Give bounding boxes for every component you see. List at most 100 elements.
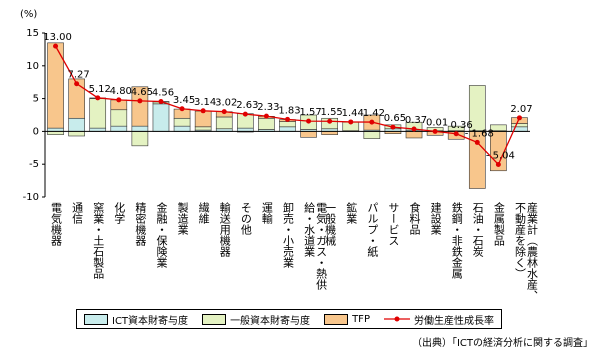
x-tick-label: 卸売・小売業: [281, 202, 295, 268]
legend-swatch: [84, 313, 108, 325]
data-label: 4.56: [152, 87, 174, 98]
legend-swatch: [202, 313, 227, 325]
bar-segment: [215, 116, 233, 130]
line-marker: [116, 97, 122, 103]
legend-swatch: [324, 313, 349, 325]
data-label: 3.45: [173, 95, 195, 106]
legend-item: 労働生産性成長率: [383, 312, 494, 327]
line-marker: [74, 81, 80, 87]
legend-item: ICT資本財寄与度: [84, 312, 188, 327]
x-tick-label: 精密機器: [133, 202, 147, 246]
data-label: 2.33: [257, 102, 279, 113]
x-tick-label: 産業計（農林水産、不動産を除く）: [513, 202, 539, 301]
x-tick-label: 一般機械: [323, 202, 337, 246]
x-tick-label: 繊維: [197, 202, 211, 224]
x-tick-label: 石油・石炭: [471, 202, 485, 257]
data-label: 4.80: [110, 86, 132, 97]
line-marker: [348, 119, 354, 125]
y-tick-label: 5: [33, 94, 39, 105]
legend-label: ICT資本財寄与度: [112, 315, 189, 327]
legend-label: TFP: [352, 313, 370, 325]
line-marker: [306, 118, 312, 124]
data-label: 4.65: [131, 87, 153, 98]
legend-swatch: [383, 316, 410, 322]
x-tick-label: その他: [239, 202, 253, 235]
bar-segment: [468, 85, 486, 132]
x-tick-label: 金融・保険業: [154, 202, 168, 268]
bar-segment: [173, 117, 191, 127]
bar-segment: [68, 78, 85, 119]
line-marker: [516, 115, 522, 121]
x-tick-label: 鉄鋼・非鉄金属: [450, 202, 464, 279]
bar-segment: [511, 123, 528, 128]
x-tick-label: パルプ・紙: [365, 202, 379, 257]
data-label: 13.00: [43, 32, 72, 43]
legend-item: 一般資本財寄与度: [202, 312, 310, 327]
x-tick-label: 電気機器: [49, 202, 63, 246]
line-marker: [390, 124, 396, 130]
data-label: 3.02: [215, 98, 237, 109]
x-tick-label: 建設業: [429, 202, 443, 235]
bar-segment: [89, 98, 107, 129]
data-label: 1.44: [342, 108, 364, 119]
bar-segment: [258, 117, 275, 130]
line-marker: [158, 98, 164, 104]
line-marker: [411, 126, 417, 132]
x-tick-label: 運輸: [260, 202, 274, 224]
bar-segment: [68, 131, 85, 137]
bar-segment: [173, 125, 191, 132]
x-tick-label: 食料品: [408, 202, 422, 235]
bar-segment: [110, 109, 128, 127]
y-tick-label: 10: [26, 61, 39, 72]
line-marker: [179, 106, 185, 112]
data-label: 3.14: [194, 97, 216, 108]
data-label: 5.12: [89, 84, 111, 95]
source: （出典）「ICTの経済分析に関する調査」: [411, 338, 593, 349]
data-label: 2.07: [510, 104, 532, 115]
data-label: 1.57: [299, 107, 321, 118]
bar-segment: [300, 131, 317, 138]
bar-segment: [47, 42, 64, 129]
legend-marker: [394, 316, 400, 322]
bar-segment: [194, 126, 212, 131]
bar-segment: [131, 125, 149, 132]
bar-segment: [405, 131, 423, 139]
line-marker: [453, 131, 459, 137]
bar-segment: [194, 110, 212, 128]
y-tick-label: 0: [33, 126, 39, 137]
line-marker: [432, 128, 438, 134]
y-tick-label: -5: [29, 159, 39, 170]
x-tick-label: 電気・ガス・熱供給・水道業: [302, 202, 328, 290]
bar-segment: [131, 86, 149, 127]
line-marker: [137, 98, 143, 104]
bar-segment: [279, 126, 296, 132]
bar-segment: [110, 125, 128, 132]
legend-label: 一般資本財寄与度: [230, 315, 311, 327]
legend-label: 労働生産性成長率: [413, 315, 494, 327]
bar-segment: [279, 121, 296, 128]
line-marker: [221, 109, 227, 115]
x-tick-label: 輸送用機器: [218, 202, 232, 257]
line-marker: [95, 95, 101, 101]
line-marker: [495, 161, 501, 167]
y-tick-label: 15: [26, 28, 39, 39]
data-label: 0.37: [405, 115, 427, 126]
data-label: - 5.04: [486, 150, 515, 161]
y-unit: (%): [20, 9, 37, 20]
bar-segment: [363, 131, 381, 139]
legend-item: TFP: [324, 313, 370, 325]
bar-segment: [68, 117, 85, 132]
x-tick-label: 鉱業: [344, 202, 358, 224]
bar-segment: [131, 131, 149, 147]
bar-segment: [490, 124, 507, 132]
data-label: - 0.36: [444, 120, 473, 131]
y-tick-label: -10: [23, 192, 39, 203]
data-label: - 1.68: [465, 128, 494, 139]
x-tick-label: 窯業・土石製品: [91, 202, 105, 279]
line-marker: [200, 108, 206, 114]
data-label: 1.42: [363, 108, 385, 119]
data-label: 2.63: [236, 100, 258, 111]
line-marker: [327, 118, 333, 124]
